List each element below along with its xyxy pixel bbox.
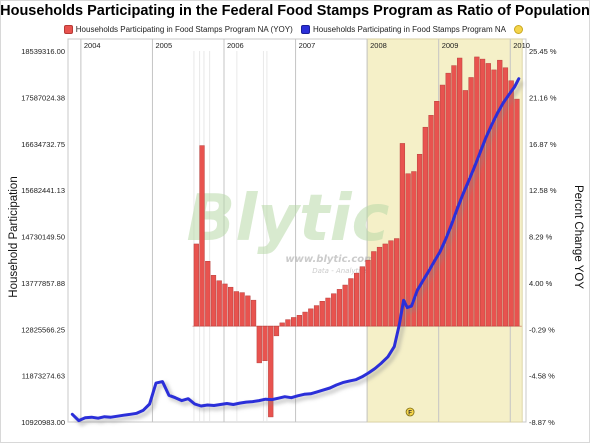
bar[interactable] — [210, 275, 217, 327]
bar[interactable] — [273, 325, 280, 337]
bar[interactable] — [285, 319, 291, 327]
event-flag-label: F — [408, 411, 412, 417]
bar[interactable] — [331, 293, 337, 327]
event-flag-marker[interactable] — [405, 407, 415, 417]
bar[interactable] — [485, 63, 491, 327]
left-tick-label: 14730149.50 — [21, 233, 65, 242]
bar[interactable] — [457, 57, 463, 327]
watermark-tagline: Data - Analytics — [312, 267, 368, 275]
bar[interactable] — [348, 278, 354, 327]
bar[interactable] — [228, 286, 234, 327]
right-tick-label: -0.29 % — [529, 325, 555, 334]
right-tick-label: 21.16 % — [529, 93, 557, 102]
right-tick-label: 25.45 % — [529, 47, 557, 56]
bar[interactable] — [313, 305, 320, 327]
left-tick-label: 11873274.63 — [22, 372, 65, 381]
bar[interactable] — [233, 291, 239, 327]
year-label: 2009 — [442, 41, 459, 50]
year-label: 2007 — [299, 41, 316, 50]
bar[interactable] — [319, 301, 325, 327]
bar[interactable] — [491, 69, 497, 327]
bar[interactable] — [388, 240, 394, 327]
legend-swatch-level — [301, 25, 310, 34]
bar[interactable] — [302, 311, 308, 327]
legend: Households Participating in Food Stamps … — [0, 25, 590, 36]
bar[interactable] — [508, 80, 514, 327]
left-tick-label: 17587024.38 — [21, 93, 65, 102]
bar[interactable] — [479, 58, 486, 327]
left-tick-label: 16634732.75 — [21, 140, 65, 149]
bar[interactable] — [359, 266, 365, 327]
bar[interactable] — [256, 325, 262, 364]
bar[interactable] — [474, 56, 480, 327]
bar[interactable] — [399, 143, 406, 327]
left-tick-label: 15682441.13 — [21, 186, 65, 195]
bar[interactable] — [468, 77, 474, 327]
right-tick-label: -8.87 % — [529, 418, 555, 427]
legend-item-level[interactable]: Households Participating in Food Stamps … — [301, 25, 506, 34]
bar[interactable] — [514, 98, 520, 327]
bar[interactable] — [222, 283, 228, 327]
bar[interactable] — [245, 295, 251, 327]
right-tick-label: -4.58 % — [529, 372, 555, 381]
right-tick-label: 12.58 % — [529, 186, 557, 195]
watermark-url: www.blytic.com — [285, 254, 374, 265]
series-line-shadow — [73, 80, 525, 427]
left-tick-label: 12825566.25 — [21, 325, 65, 334]
bar[interactable] — [451, 65, 457, 327]
bar[interactable] — [342, 284, 348, 327]
bar[interactable] — [308, 308, 314, 327]
left-axis-title: Household Participation — [8, 176, 20, 297]
bar[interactable] — [239, 292, 245, 327]
legend-item-events[interactable] — [514, 25, 526, 34]
legend-item-yoy[interactable]: Households Participating in Food Stamps … — [63, 25, 293, 34]
bar[interactable] — [262, 325, 268, 361]
legend-label-level: Households Participating in Food Stamps … — [313, 25, 506, 34]
bar[interactable] — [193, 243, 199, 327]
bar[interactable] — [445, 72, 451, 327]
bar[interactable] — [371, 251, 377, 327]
bar[interactable] — [394, 238, 400, 327]
bar[interactable] — [428, 115, 434, 327]
right-tick-label: 4.00 % — [529, 279, 553, 288]
right-tick-label: 16.87 % — [529, 140, 557, 149]
bar[interactable] — [291, 317, 297, 327]
bar[interactable] — [354, 272, 360, 327]
year-label: 2010 — [513, 41, 530, 50]
legend-swatch-events — [514, 25, 524, 34]
left-tick-label: 10920983.00 — [21, 418, 65, 427]
bar[interactable] — [422, 126, 428, 327]
bar[interactable] — [199, 145, 205, 327]
bar[interactable] — [497, 59, 503, 327]
bar[interactable] — [205, 261, 211, 327]
bar[interactable] — [365, 259, 371, 327]
bar[interactable] — [434, 101, 440, 327]
bar[interactable] — [279, 322, 285, 327]
bar[interactable] — [382, 243, 388, 327]
bar[interactable] — [216, 280, 222, 327]
year-label: 2006 — [227, 41, 244, 50]
legend-swatch-yoy — [63, 25, 73, 34]
bar[interactable] — [325, 297, 331, 327]
bar[interactable] — [439, 84, 446, 327]
chart-title: Households Participating in the Federal … — [0, 3, 590, 19]
bar[interactable] — [296, 315, 302, 327]
left-tick-label: 18539316.00 — [21, 47, 65, 56]
right-axis-title: Percnt Change YOY — [572, 185, 584, 289]
watermark-logo: Blytic — [187, 182, 390, 256]
year-label: 2005 — [155, 41, 172, 50]
left-tick-label: 13777857.88 — [21, 279, 65, 288]
year-label: 2004 — [84, 41, 101, 50]
year-label: 2008 — [370, 41, 387, 50]
bar[interactable] — [336, 289, 343, 327]
legend-label-yoy: Households Participating in Food Stamps … — [75, 25, 293, 34]
series-line[interactable] — [70, 77, 521, 423]
bar[interactable] — [250, 299, 257, 327]
right-tick-label: 8.29 % — [529, 233, 553, 242]
bar[interactable] — [376, 246, 383, 327]
